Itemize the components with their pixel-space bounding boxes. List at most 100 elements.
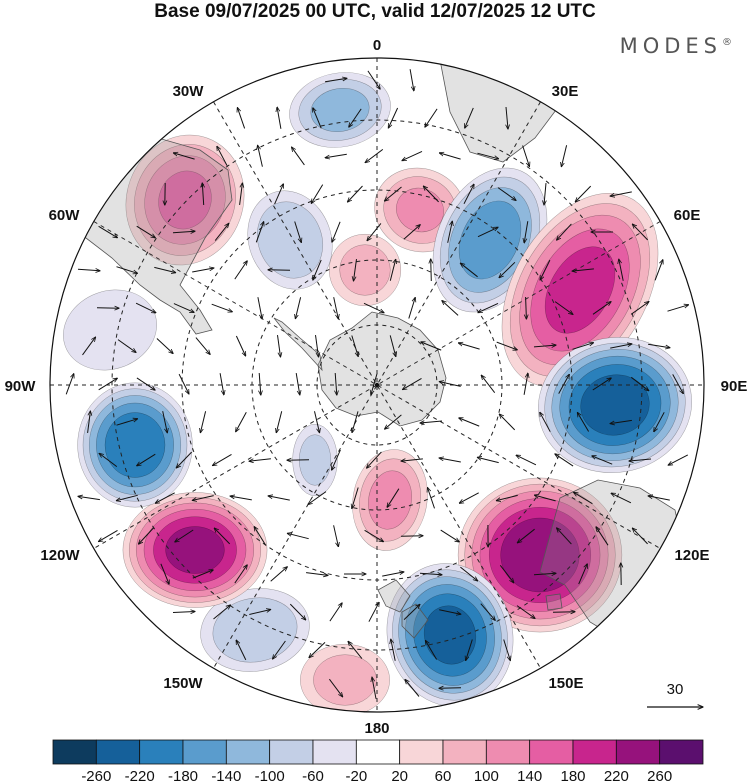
colorbar-tick-label: -20 bbox=[345, 768, 367, 783]
wind-arrow bbox=[654, 412, 665, 431]
wind-reference: 30 bbox=[647, 681, 703, 707]
wind-arrow bbox=[465, 107, 474, 128]
colorbar-swatch bbox=[52, 739, 97, 765]
colorbar-tick-label: 260 bbox=[647, 768, 672, 783]
wind-arrow bbox=[382, 572, 404, 577]
tasmania bbox=[545, 593, 563, 611]
wind-arrow bbox=[577, 413, 590, 432]
wind-arrow bbox=[497, 187, 516, 201]
lon-label-120e: 120E bbox=[674, 547, 709, 564]
wind-arrow bbox=[516, 605, 535, 619]
anomaly-contour bbox=[458, 200, 522, 280]
wind-arrow bbox=[516, 455, 537, 466]
wind-arrow bbox=[364, 529, 384, 541]
colorbar: -260 -220 -180 -140 -100 -60 -20 20 60 100 140 180 2… bbox=[52, 739, 704, 783]
wind-vectors bbox=[65, 69, 688, 699]
wind-arrow bbox=[420, 421, 443, 423]
wind-arrow bbox=[255, 222, 263, 243]
wind-arrow bbox=[387, 488, 400, 508]
wind-arrow bbox=[648, 496, 670, 501]
wind-arrow bbox=[139, 527, 154, 544]
wind-arrow bbox=[371, 373, 378, 394]
colorbar-swatch bbox=[442, 739, 487, 765]
meridian bbox=[93, 221, 661, 549]
colorbar-swatch bbox=[485, 739, 531, 765]
wind-arrow bbox=[574, 492, 593, 505]
wind-arrow bbox=[160, 563, 169, 584]
wind-arrow bbox=[363, 302, 384, 312]
meridian bbox=[93, 221, 661, 549]
wind-arrow bbox=[162, 411, 168, 433]
wind-arrow bbox=[506, 106, 508, 129]
wind-arrow bbox=[135, 302, 156, 313]
wind-arrow bbox=[230, 496, 252, 501]
wind-arrow bbox=[629, 459, 652, 461]
wind-arrow bbox=[192, 570, 213, 579]
brand-name: MODES bbox=[619, 34, 722, 58]
colorbar-tick-label: -140 bbox=[211, 768, 241, 783]
wind-arrow bbox=[192, 495, 214, 501]
wind-arrow bbox=[78, 496, 100, 501]
wind-arrow bbox=[596, 527, 609, 546]
lon-label-150e: 150E bbox=[548, 675, 583, 692]
anomaly-center-pacific-central bbox=[200, 588, 310, 672]
wind-arrow bbox=[292, 147, 305, 166]
wind-arrow bbox=[354, 259, 357, 281]
wind-arrow bbox=[172, 612, 195, 613]
wind-arrow bbox=[294, 221, 302, 243]
wind-arrow bbox=[154, 266, 175, 272]
anomaly-center-indian-central bbox=[538, 337, 692, 473]
anomaly-center-south-atlantic-west bbox=[247, 190, 333, 290]
colorbar-swatch bbox=[355, 739, 401, 765]
anomaly-center-ross bbox=[352, 449, 428, 551]
anomaly-contour bbox=[212, 597, 298, 663]
brand-logo: MODES® bbox=[620, 34, 732, 58]
wind-arrow bbox=[277, 335, 281, 357]
wind-arrow bbox=[423, 186, 439, 203]
wind-arrow bbox=[295, 373, 300, 395]
wind-arrow bbox=[439, 458, 461, 463]
colorbar-tick-label: 100 bbox=[474, 768, 499, 783]
wind-arrow bbox=[349, 108, 362, 127]
wind-arrow bbox=[526, 296, 527, 319]
lon-label-30w: 30W bbox=[173, 83, 205, 100]
wind-arrow bbox=[619, 259, 624, 281]
meridian bbox=[213, 101, 541, 669]
colorbar-swatch bbox=[269, 739, 314, 765]
wind-arrow bbox=[554, 301, 573, 315]
wind-arrow bbox=[217, 146, 228, 166]
wind-arrow bbox=[557, 528, 572, 545]
wind-arrow bbox=[351, 335, 358, 357]
anomaly-contour bbox=[368, 470, 412, 530]
south-pole-marker bbox=[374, 382, 380, 388]
wind-arrow bbox=[400, 536, 423, 537]
wind-arrow bbox=[534, 495, 556, 502]
wind-arrow bbox=[391, 639, 396, 661]
wind-arrow bbox=[270, 567, 288, 582]
anomaly-contour bbox=[339, 244, 391, 296]
colorbar-tick-label: 220 bbox=[604, 768, 629, 783]
wind-arrow bbox=[447, 221, 453, 243]
wind-arrow bbox=[544, 183, 546, 205]
wind-arrow bbox=[295, 297, 302, 318]
wind-arrow bbox=[313, 108, 322, 129]
colorbar-swatch bbox=[572, 739, 617, 765]
colorbar-tick-label: 20 bbox=[391, 768, 408, 783]
colorbar-tick-label: -220 bbox=[125, 768, 155, 783]
wind-arrow bbox=[425, 108, 438, 127]
wind-arrow bbox=[592, 456, 613, 465]
wind-arrow bbox=[213, 453, 232, 465]
wind-arrow bbox=[477, 152, 498, 159]
wind-arrow bbox=[254, 527, 267, 546]
wind-arrow bbox=[425, 641, 438, 660]
wind-arrow bbox=[365, 148, 384, 162]
wind-arrow bbox=[385, 186, 402, 201]
anomaly-contour bbox=[580, 374, 650, 436]
wind-arrow bbox=[523, 373, 528, 395]
anomaly-center-pacific-southeast bbox=[77, 382, 193, 508]
wind-arrow bbox=[632, 224, 648, 241]
wind-arrow bbox=[459, 492, 479, 503]
wind-arrow bbox=[367, 451, 382, 468]
wind-arrow bbox=[592, 302, 611, 315]
